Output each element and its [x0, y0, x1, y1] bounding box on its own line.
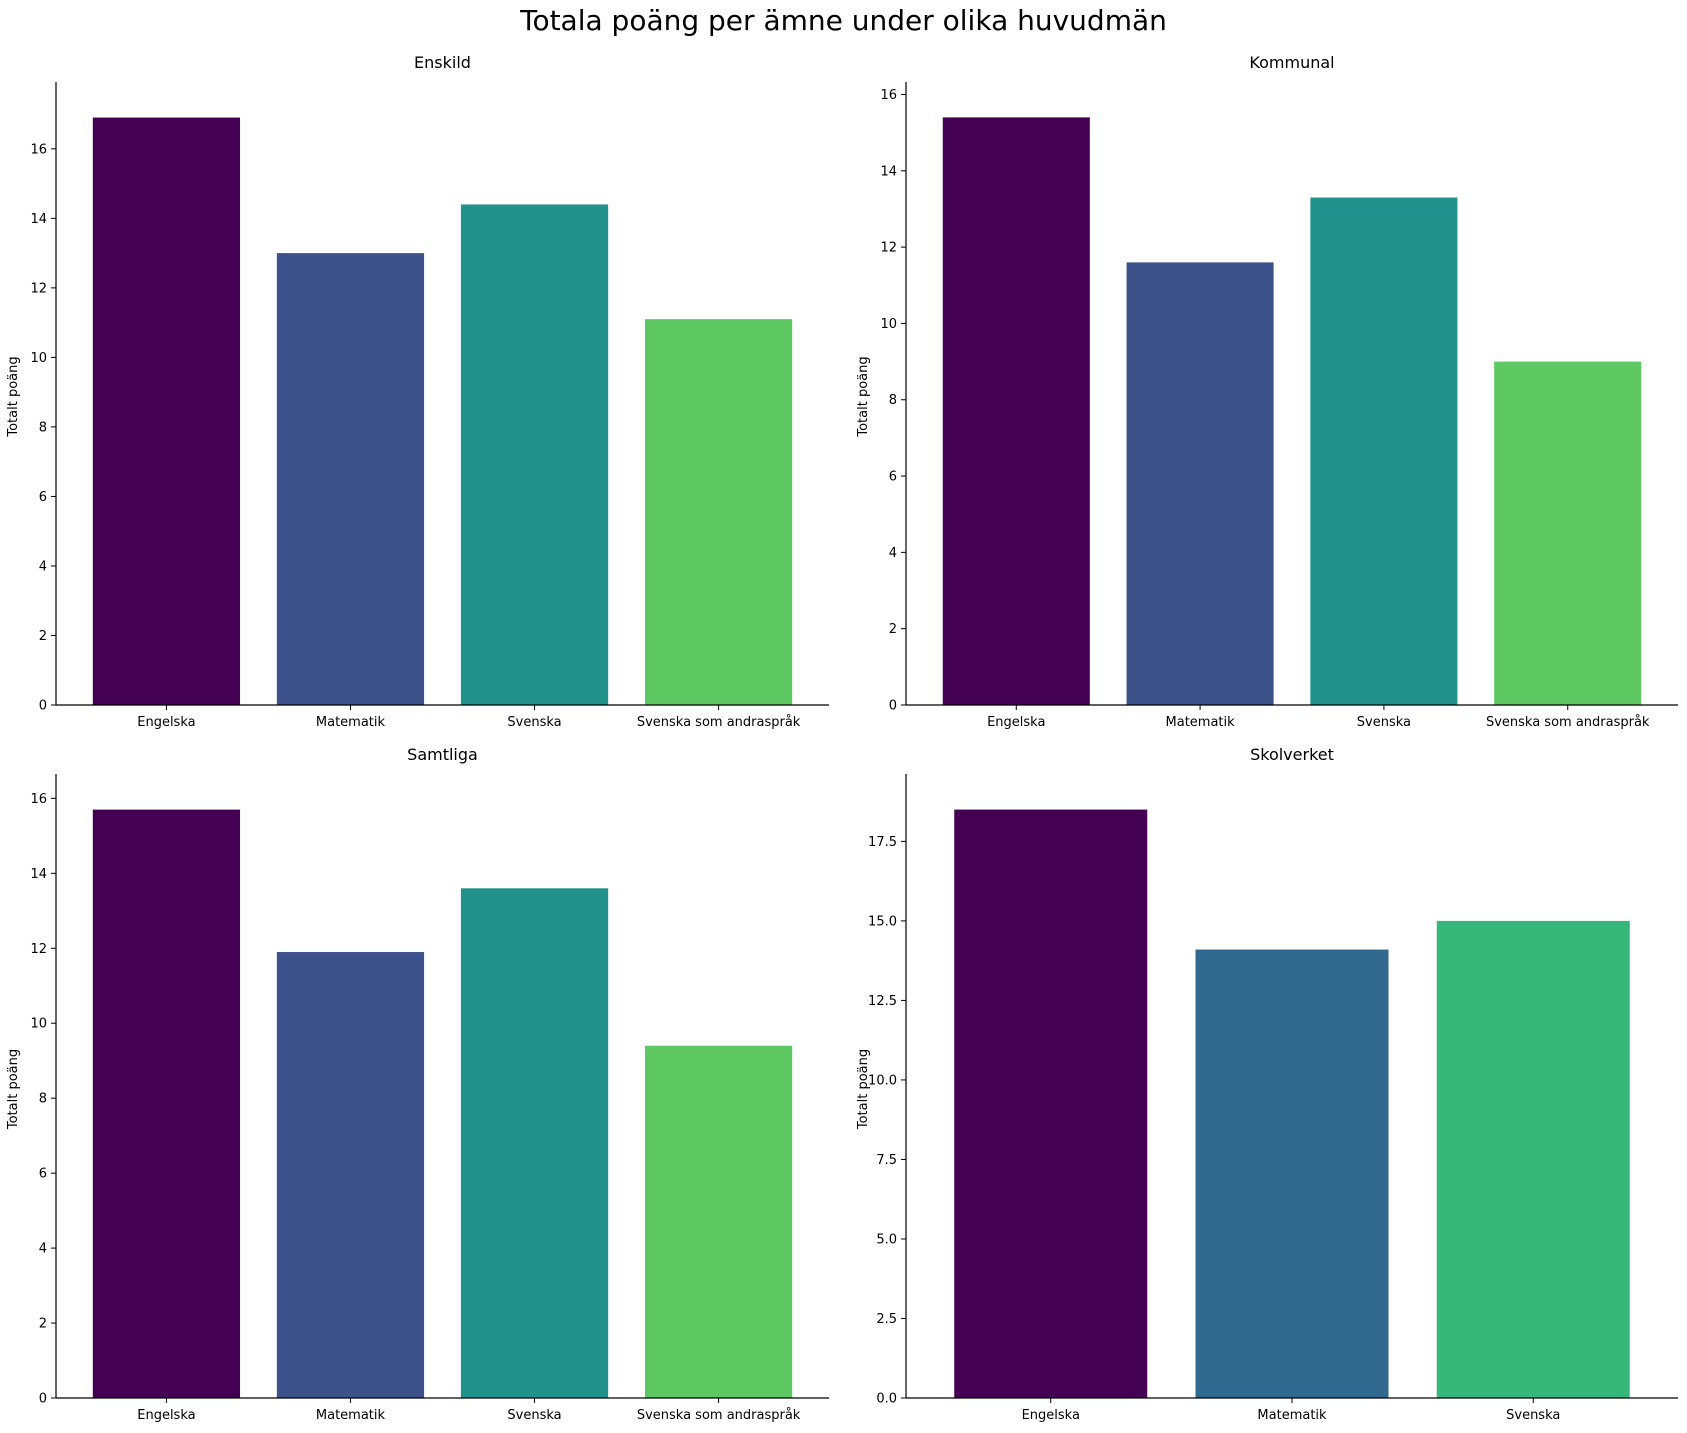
y-tick-label: 5.0 [876, 1232, 897, 1247]
x-tick-label: Engelska [137, 715, 195, 730]
subplot-title: Skolverket [1250, 745, 1334, 764]
y-tick-label: 0 [39, 699, 47, 714]
y-tick-label: 4 [39, 559, 47, 574]
y-axis-label: Totalt poäng [856, 1049, 871, 1130]
y-tick-label: 14 [880, 164, 897, 179]
bar-svenska-som-andraspråk [1494, 361, 1642, 705]
y-tick-label: 17.5 [868, 835, 897, 850]
y-tick-label: 12 [30, 281, 47, 296]
y-tick-label: 10 [30, 1017, 47, 1032]
subplot-title: Enskild [414, 53, 471, 72]
figure-title: Totala poäng per ämne under olika huvudm… [520, 4, 1167, 37]
y-tick-label: 2 [889, 622, 897, 637]
x-tick-label: Svenska som andraspråk [637, 715, 801, 730]
x-tick-label: Svenska som andraspråk [1486, 715, 1650, 730]
y-tick-label: 0 [39, 1392, 47, 1407]
subplot-title: Kommunal [1249, 53, 1334, 72]
x-tick-label: Matematik [316, 715, 386, 730]
x-tick-label: Engelska [987, 715, 1045, 730]
x-tick-label: Matematik [1166, 715, 1236, 730]
y-tick-label: 8 [39, 420, 47, 435]
y-tick-label: 6 [889, 470, 897, 485]
bar-svenska-som-andraspråk [644, 1045, 793, 1398]
y-tick-label: 10 [30, 351, 47, 366]
bar-matematik [276, 952, 425, 1398]
bar-engelska [92, 809, 241, 1398]
x-tick-label: Svenska som andraspråk [637, 1408, 801, 1423]
x-tick-label: Svenska [1506, 1408, 1560, 1423]
x-tick-label: Svenska [507, 1408, 561, 1423]
y-tick-label: 8 [39, 1092, 47, 1107]
bar-matematik [1195, 949, 1389, 1398]
y-tick-label: 12.5 [868, 994, 897, 1009]
x-tick-label: Svenska [507, 715, 561, 730]
y-tick-label: 10.0 [868, 1073, 897, 1088]
x-tick-label: Engelska [137, 1408, 195, 1423]
subplot-title: Samtliga [407, 745, 478, 764]
bar-svenska [1436, 920, 1630, 1398]
y-tick-label: 4 [889, 546, 897, 561]
y-tick-label: 8 [889, 393, 897, 408]
y-axis-label: Totalt poäng [856, 356, 871, 437]
bar-engelska [954, 809, 1148, 1398]
bar-matematik [276, 253, 425, 705]
x-tick-label: Matematik [1257, 1408, 1327, 1423]
chart-panel-1: Enskild 0 2 4 6 8 10 12 14 16 Engelska Matematik Sve… [6, 53, 829, 730]
x-tick-label: Svenska [1357, 715, 1411, 730]
y-tick-label: 12 [880, 241, 897, 256]
y-tick-label: 7.5 [876, 1153, 897, 1168]
y-tick-label: 14 [30, 212, 47, 227]
bar-engelska [92, 117, 241, 705]
y-tick-label: 4 [39, 1242, 47, 1257]
bar-svenska [1310, 197, 1458, 706]
chart-panel-2: Kommunal 0 2 4 6 8 10 12 14 16 Engelska Matematik Sv… [856, 53, 1678, 730]
bar-svenska-som-andraspråk [644, 319, 793, 705]
bar-svenska [460, 888, 609, 1398]
bar-svenska [460, 204, 609, 706]
y-tick-label: 16 [880, 88, 897, 103]
y-tick-label: 2.5 [876, 1312, 897, 1327]
y-tick-label: 12 [30, 942, 47, 957]
chart-panel-3: Samtliga 0 2 4 6 8 10 12 14 16 Engelska Matematik Sv… [6, 745, 829, 1423]
y-tick-label: 16 [30, 792, 47, 807]
y-tick-label: 6 [39, 490, 47, 505]
y-tick-label: 6 [39, 1167, 47, 1182]
bar-engelska [942, 117, 1090, 705]
chart-panel-4: Skolverket 0.0 2.5 5.0 7.5 10.0 12.5 15.0 17.5 En… [856, 745, 1678, 1423]
bar-matematik [1126, 262, 1274, 705]
x-tick-label: Matematik [316, 1408, 386, 1423]
y-tick-label: 14 [30, 867, 47, 882]
y-tick-label: 10 [880, 317, 897, 332]
x-tick-label: Engelska [1022, 1408, 1080, 1423]
y-tick-label: 16 [30, 142, 47, 157]
y-axis-label: Totalt poäng [6, 356, 21, 437]
y-tick-label: 0.0 [876, 1392, 897, 1407]
y-tick-label: 15.0 [868, 914, 897, 929]
y-axis-label: Totalt poäng [6, 1049, 21, 1130]
y-tick-label: 0 [889, 699, 897, 714]
y-tick-label: 2 [39, 1317, 47, 1332]
y-tick-label: 2 [39, 629, 47, 644]
